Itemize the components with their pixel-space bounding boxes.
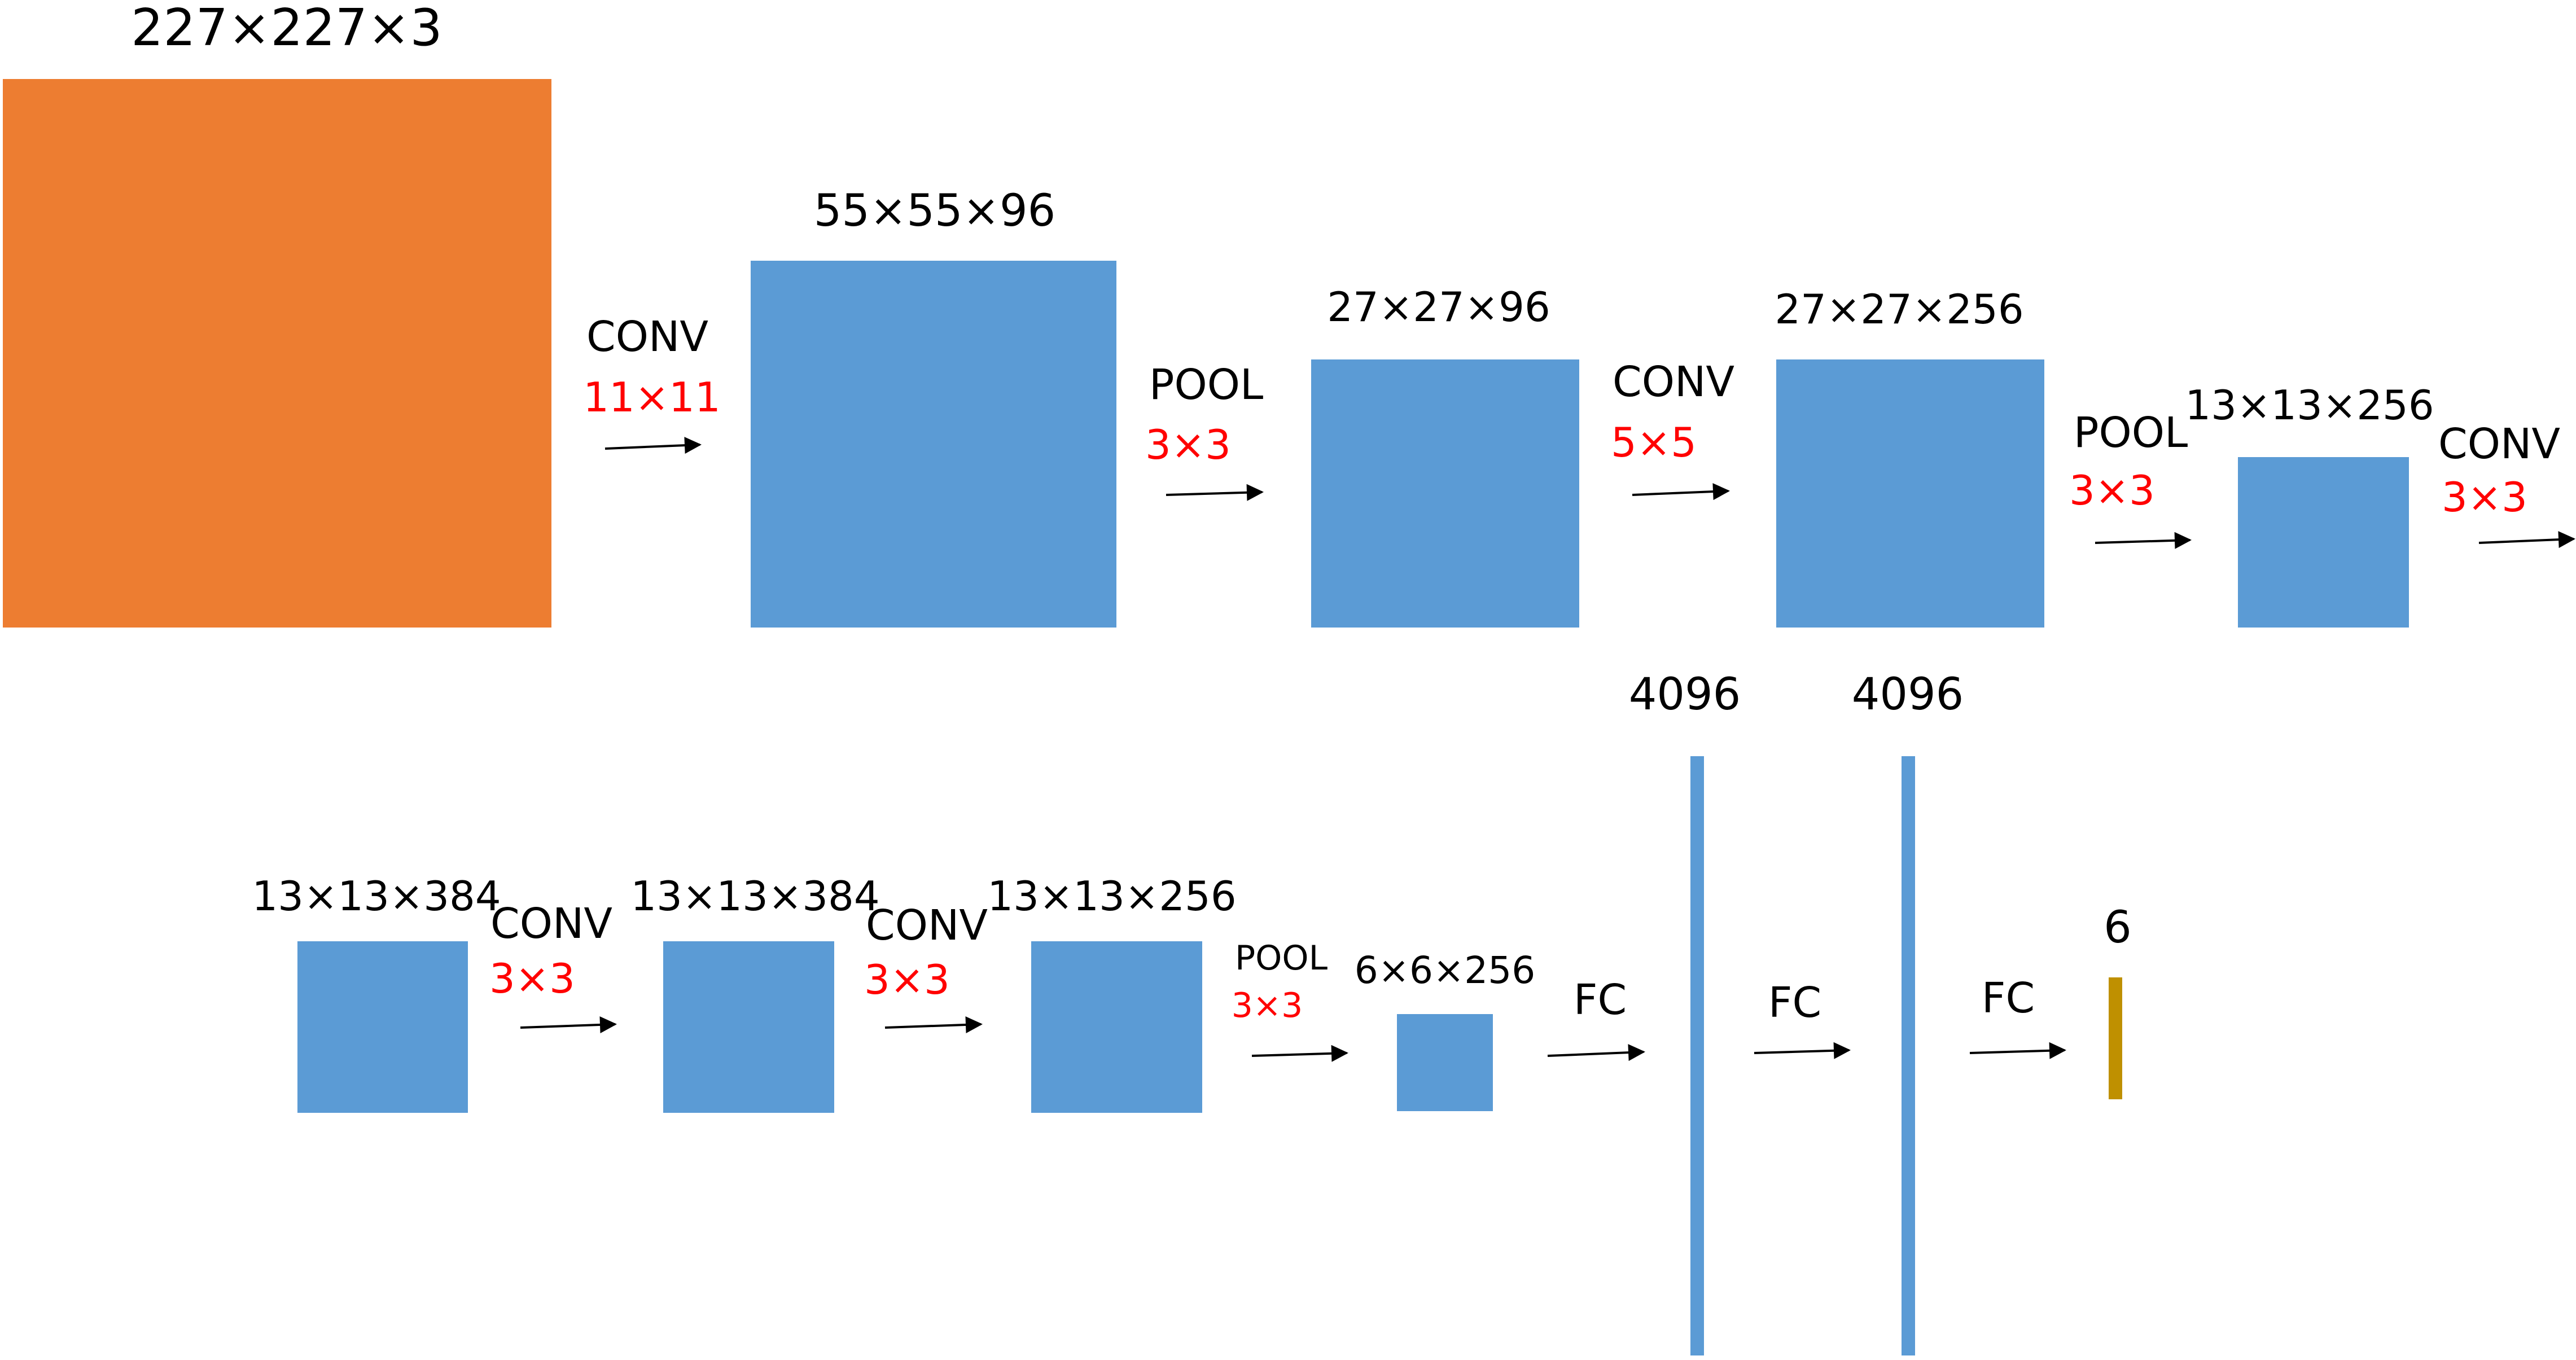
layer1-dims-label: 55×55×96 xyxy=(813,186,1056,236)
layer2-dims-label: 27×27×96 xyxy=(1327,283,1550,331)
layer1-block xyxy=(751,261,1116,628)
pool1-kernel-label: 3×3 xyxy=(1145,421,1231,468)
pool2-kernel-label: 3×3 xyxy=(2069,467,2155,514)
layer4-dims-label: 13×13×256 xyxy=(2185,381,2434,429)
layer2-block xyxy=(1311,359,1579,628)
pool2-arrow xyxy=(2095,532,2192,549)
conv3-label: CONV xyxy=(2438,420,2560,468)
fc-layer2-bar xyxy=(1902,756,1915,1355)
output-bar xyxy=(2109,977,2122,1099)
layer5-dims-label: 13×13×384 xyxy=(252,872,501,920)
pool1-arrow xyxy=(1166,484,1264,501)
conv1-kernel-label: 11×11 xyxy=(583,374,721,421)
fc2-arrow xyxy=(1754,1042,1851,1059)
fc-layer1-dims-label: 4096 xyxy=(1628,669,1741,720)
conv2-kernel-label: 5×5 xyxy=(1611,419,1697,466)
output-dims-label: 6 xyxy=(2104,902,2132,953)
pool3-kernel-label: 3×3 xyxy=(1231,986,1303,1025)
layer3-dims-label: 27×27×256 xyxy=(1775,286,2024,333)
input-block xyxy=(3,79,551,628)
layer5-block xyxy=(297,941,468,1113)
pool1-label: POOL xyxy=(1149,361,1264,409)
pool3-arrow xyxy=(1251,1045,1348,1062)
layer7-block xyxy=(1031,941,1202,1113)
layer6-dims-label: 13×13×384 xyxy=(630,872,880,920)
fc1-label: FC xyxy=(1573,976,1627,1024)
conv1-arrow xyxy=(604,437,702,454)
fc1-arrow xyxy=(1547,1044,1645,1061)
fc2-label: FC xyxy=(1768,979,1822,1027)
layer8-block xyxy=(1397,1014,1493,1111)
fc-layer1-bar xyxy=(1690,756,1704,1355)
conv5-kernel-label: 3×3 xyxy=(864,956,950,1003)
conv4-kernel-label: 3×3 xyxy=(489,955,575,1002)
conv4-arrow xyxy=(520,1016,617,1033)
pool3-label: POOL xyxy=(1234,938,1328,978)
conv5-label: CONV xyxy=(866,901,988,950)
conv3-arrow xyxy=(2478,531,2575,549)
conv2-label: CONV xyxy=(1613,358,1734,406)
conv2-arrow xyxy=(1632,483,1730,501)
layer4-block xyxy=(2238,457,2409,628)
conv4-label: CONV xyxy=(490,900,612,948)
layer6-block xyxy=(663,941,834,1113)
input-dims-label: 227×227×3 xyxy=(131,0,443,58)
pool2-label: POOL xyxy=(2073,409,2188,457)
fc3-arrow xyxy=(1969,1042,2066,1059)
layer8-dims-label: 6×6×256 xyxy=(1354,949,1536,992)
fc-layer2-dims-label: 4096 xyxy=(1851,669,1964,720)
conv1-label: CONV xyxy=(586,313,708,361)
conv3-kernel-label: 3×3 xyxy=(2442,473,2527,521)
conv5-arrow xyxy=(884,1016,983,1033)
fc3-label: FC xyxy=(1981,974,2035,1023)
layer3-block xyxy=(1776,359,2044,628)
layer7-dims-label: 13×13×256 xyxy=(987,872,1237,920)
